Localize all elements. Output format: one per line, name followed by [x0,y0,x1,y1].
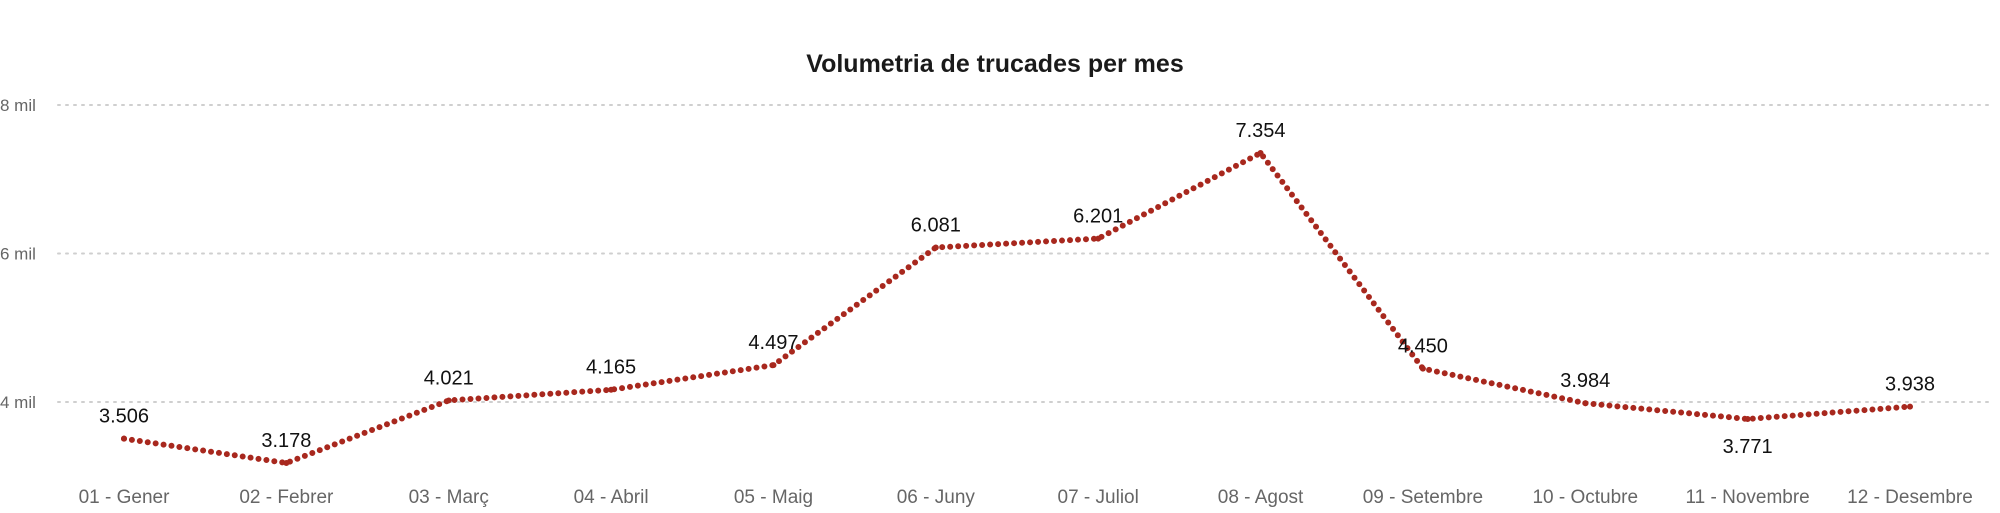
data-point [1744,416,1751,423]
data-label: 4.497 [748,332,798,354]
data-point [770,362,777,369]
x-axis: 01 - Gener 02 - Febrer 03 - Març 04 - Abril… [79,487,1973,508]
x-tick-label: 02 - Febrer [239,487,334,508]
data-label: 3.984 [1560,370,1610,392]
data-label: 4.021 [424,367,474,389]
x-tick-label: 10 - Octubre [1532,487,1638,508]
x-tick-label: 05 - Maig [734,487,813,508]
data-label: 7.354 [1236,120,1286,142]
data-point [1419,365,1426,372]
data-point [1257,149,1264,156]
y-tick-label: 4 mil [0,393,36,412]
data-label: 3.506 [99,406,149,428]
data-label: 6.201 [1073,206,1123,228]
x-tick-label: 01 - Gener [79,487,170,508]
data-labels: 3.506 3.178 4.021 4.165 4.497 6.081 6.201 7.354… [99,120,1935,458]
x-tick-label: 03 - Març [409,487,489,508]
x-tick-label: 06 - Juny [897,487,976,508]
data-label: 3.178 [261,430,311,452]
data-point [283,460,290,467]
data-point [932,244,939,251]
gridlines [57,104,1991,403]
x-tick-label: 07 - Juliol [1058,487,1139,508]
data-point [1907,403,1913,410]
data-point [1095,235,1102,242]
data-label: 6.081 [911,214,961,236]
data-label: 4.165 [586,357,636,379]
series-line [121,149,1913,467]
series-line-path [121,149,1913,467]
data-label: 4.450 [1398,336,1448,358]
data-label: 3.938 [1885,374,1935,396]
data-point [121,435,127,442]
data-point [608,386,615,393]
y-tick-label: 6 mil [0,245,36,264]
x-tick-label: 11 - Novembre [1686,487,1810,508]
y-tick-label: 8 mil [0,96,36,115]
x-tick-label: 04 - Abril [574,487,649,508]
y-axis: 4 mil 6 mil 8 mil [0,96,36,412]
data-point [445,397,452,404]
x-tick-label: 08 - Agost [1218,487,1304,508]
chart-title: Volumetria de trucades per mes [806,50,1183,78]
x-tick-label: 09 - Setembre [1363,487,1483,508]
data-label: 3.771 [1723,436,1773,458]
data-point [1582,400,1589,407]
x-tick-label: 12 - Desembre [1847,487,1973,508]
